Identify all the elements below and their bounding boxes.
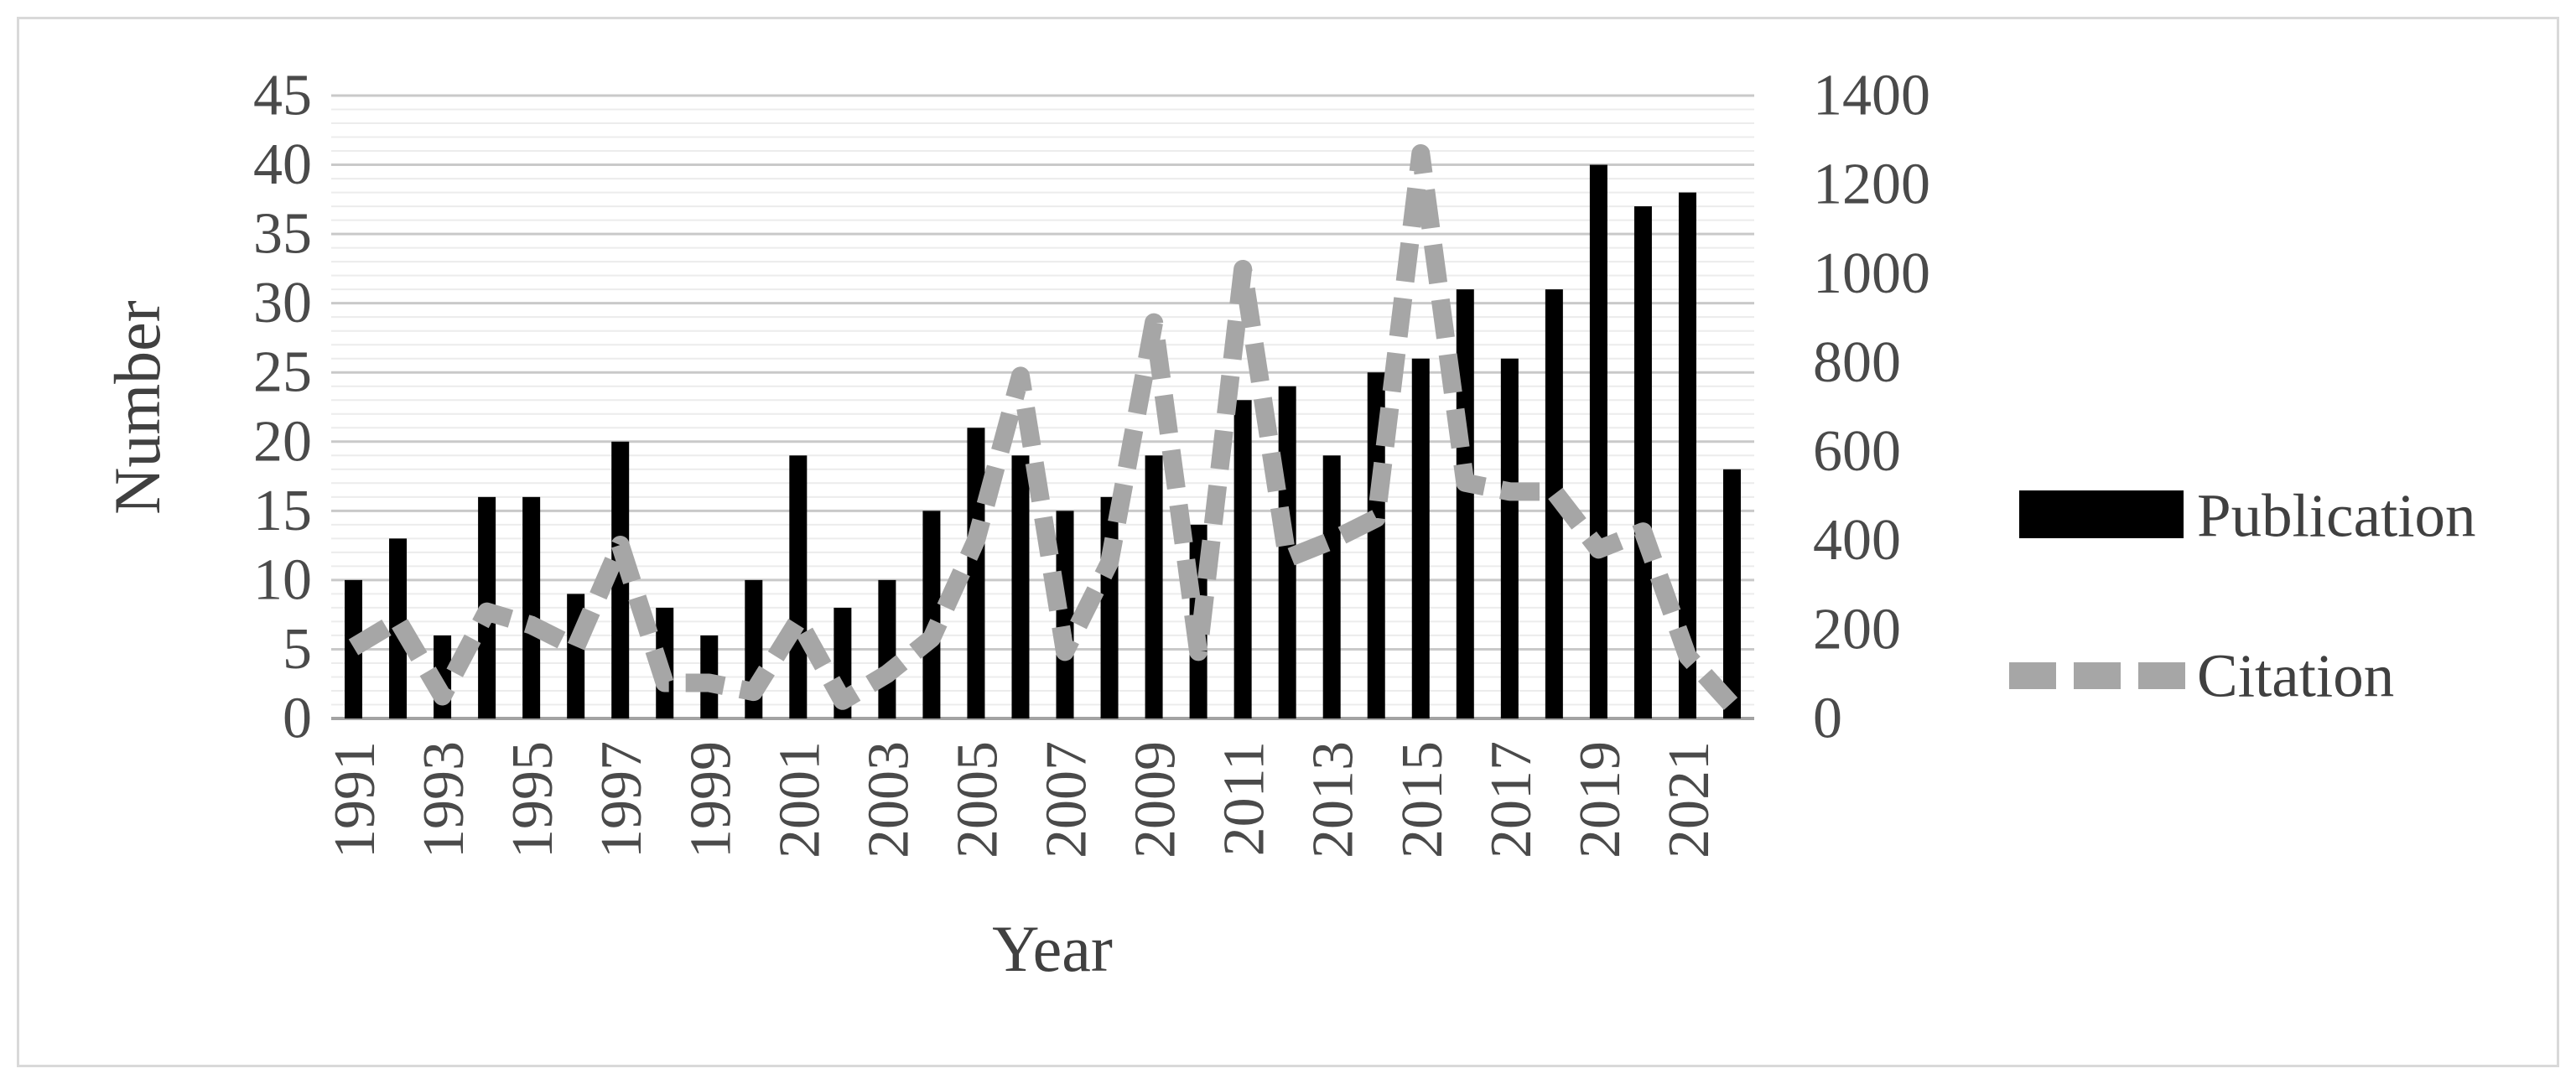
bar-2011 bbox=[1233, 400, 1252, 718]
legend: Publication Citation bbox=[2009, 482, 2476, 710]
x-axis-tick-1991: 1991 bbox=[323, 741, 387, 858]
left-axis-tick-0: 0 bbox=[283, 687, 312, 751]
left-axis-title: Number bbox=[101, 300, 174, 515]
bar-2006 bbox=[1011, 455, 1030, 718]
x-axis-tick-2005: 2005 bbox=[945, 741, 1010, 858]
legend-publication-label: Publication bbox=[2197, 482, 2476, 550]
x-axis-tick-1993: 1993 bbox=[412, 741, 476, 858]
left-axis-tick-20: 20 bbox=[253, 409, 312, 474]
bar-2017 bbox=[1500, 358, 1519, 718]
right-axis-tick-800: 800 bbox=[1813, 330, 1901, 395]
x-axis-tick-2003: 2003 bbox=[856, 741, 921, 858]
x-axis-tick-labels: 1991 1993 1995 1997 1999 2001 2003 2005 2007 2009… bbox=[323, 741, 1722, 858]
left-axis-tick-45: 45 bbox=[253, 64, 312, 128]
x-axis-tick-1999: 1999 bbox=[678, 741, 743, 858]
bar-2005 bbox=[967, 428, 985, 718]
bar-2008 bbox=[1100, 496, 1119, 718]
x-axis-tick-2013: 2013 bbox=[1301, 741, 1366, 858]
left-axis-tick-5: 5 bbox=[283, 617, 312, 682]
right-axis-tick-1400: 1400 bbox=[1813, 64, 1930, 128]
bar-2013 bbox=[1322, 455, 1341, 718]
bar-2009 bbox=[1145, 455, 1163, 718]
left-axis-tick-40: 40 bbox=[253, 132, 312, 197]
x-axis-title: Year bbox=[992, 912, 1113, 985]
bar-2022 bbox=[1722, 469, 1741, 718]
x-axis-tick-2009: 2009 bbox=[1124, 741, 1188, 858]
legend-publication-swatch bbox=[2019, 490, 2184, 538]
citation-line bbox=[348, 143, 1739, 712]
left-axis-tick-30: 30 bbox=[253, 271, 312, 335]
bar-2014 bbox=[1367, 372, 1385, 718]
bar-1995 bbox=[522, 496, 541, 718]
right-axis-tick-1000: 1000 bbox=[1813, 241, 1930, 306]
bar-2021 bbox=[1678, 192, 1696, 719]
right-axis-tick-400: 400 bbox=[1813, 508, 1901, 573]
bar-2001 bbox=[789, 455, 808, 718]
x-axis-tick-2019: 2019 bbox=[1568, 741, 1633, 858]
x-axis-tick-1997: 1997 bbox=[589, 741, 654, 858]
left-axis-tick-10: 10 bbox=[253, 547, 312, 612]
x-axis-tick-2007: 2007 bbox=[1035, 741, 1099, 858]
left-axis-tick-25: 25 bbox=[253, 340, 312, 405]
bar-2004 bbox=[922, 511, 941, 718]
bar-2007 bbox=[1056, 511, 1074, 718]
left-axis-tick-35: 35 bbox=[253, 202, 312, 267]
bar-2003 bbox=[878, 579, 896, 718]
x-axis-tick-1995: 1995 bbox=[501, 741, 565, 858]
right-axis-tick-200: 200 bbox=[1813, 597, 1901, 661]
bar-1991 bbox=[345, 579, 363, 718]
right-axis-tick-0: 0 bbox=[1813, 687, 1842, 751]
x-axis-tick-2017: 2017 bbox=[1479, 741, 1544, 858]
bar-2019 bbox=[1589, 164, 1607, 719]
x-axis-tick-2001: 2001 bbox=[767, 741, 832, 858]
right-axis-tick-600: 600 bbox=[1813, 419, 1901, 484]
right-axis-tick-labels: 0 200 400 600 800 1000 1200 1400 bbox=[1813, 64, 1930, 751]
bar-2015 bbox=[1411, 358, 1430, 718]
bar-2020 bbox=[1633, 206, 1652, 719]
x-axis-tick-2015: 2015 bbox=[1390, 741, 1455, 858]
right-axis-tick-1200: 1200 bbox=[1813, 153, 1930, 217]
bar-2016 bbox=[1456, 289, 1474, 718]
x-axis-tick-2021: 2021 bbox=[1657, 741, 1722, 858]
legend-citation-label: Citation bbox=[2197, 642, 2394, 710]
bar-1997 bbox=[611, 441, 630, 718]
citation-line-path bbox=[348, 143, 1739, 712]
x-axis-tick-2011: 2011 bbox=[1213, 741, 1277, 856]
left-axis-tick-15: 15 bbox=[253, 479, 312, 543]
